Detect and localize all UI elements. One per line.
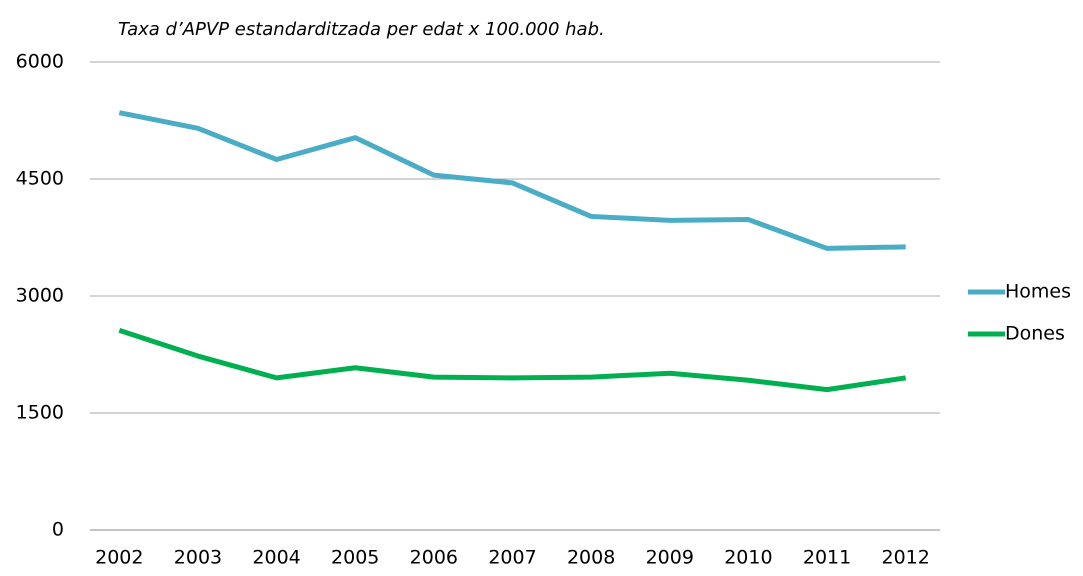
- x-tick-label: 2010: [724, 547, 772, 569]
- legend-label: Dones: [1005, 323, 1065, 345]
- x-tick-label: 2005: [331, 547, 379, 569]
- x-tick-label: 2002: [95, 547, 143, 569]
- y-tick-label: 0: [52, 519, 64, 541]
- x-tick-label: 2006: [410, 547, 458, 569]
- x-tick-label: 2007: [488, 547, 536, 569]
- x-tick-label: 2011: [803, 547, 851, 569]
- chart-title: Taxa d’APVP estandarditzada per edat x 1…: [118, 19, 605, 40]
- x-tick-label: 2008: [567, 547, 615, 569]
- x-tick-label: 2003: [174, 547, 222, 569]
- y-tick-label: 3000: [16, 285, 64, 307]
- y-tick-label: 1500: [16, 402, 64, 424]
- x-tick-label: 2009: [646, 547, 694, 569]
- y-tick-label: 4500: [16, 168, 64, 190]
- legend-label: Homes: [1005, 281, 1071, 303]
- y-tick-label: 6000: [16, 51, 64, 73]
- line-series: [118, 110, 906, 251]
- line-series: [118, 327, 907, 393]
- x-tick-label: 2012: [882, 547, 930, 569]
- x-tick-label: 2004: [252, 547, 300, 569]
